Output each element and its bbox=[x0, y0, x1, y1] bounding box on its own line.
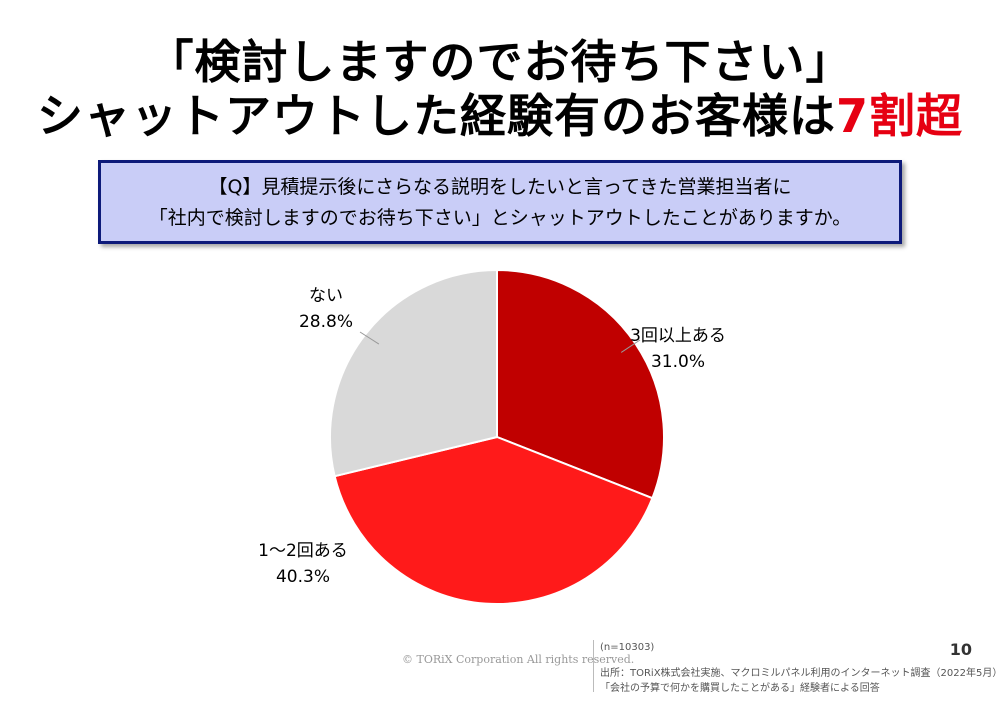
leader-line-0 bbox=[620, 339, 641, 353]
question-box: 【Q】見積提示後にさらなる説明をしたいと言ってきた営業担当者に 「社内で検討しま… bbox=[98, 160, 902, 244]
title-text: シャットアウトした経験有のお客様は bbox=[36, 89, 836, 143]
slice-label-0: 3回以上ある 31.0% bbox=[628, 323, 728, 375]
page-title-line1: 「検討しますのでお待ち下さい」 bbox=[147, 35, 853, 89]
slice-label-1: 1～2回ある 40.3% bbox=[248, 538, 358, 590]
source-line1: 出所：TORiX株式会社実施、マクロミルパネル利用のインターネット調査（2022… bbox=[600, 668, 1000, 679]
page-title-line2: シャットアウトした経験有のお客様は7割超 bbox=[0, 88, 1000, 144]
slice-label-1-name: 1～2回ある bbox=[258, 541, 348, 561]
page-number: 10 bbox=[949, 640, 972, 659]
slice-label-2-value: 28.8% bbox=[298, 312, 353, 332]
copyright: © TORiX Corporation All rights reserved. bbox=[402, 653, 635, 666]
footer-divider bbox=[593, 640, 594, 692]
question-line2: 「社内で検討しますのでお待ち下さい」とシャットアウトしたことがありますか。 bbox=[148, 207, 852, 229]
sample-size: (n=10303) bbox=[600, 642, 655, 653]
source-line2: 「会社の予算で何かを購買したことがある」経験者による回答 bbox=[600, 683, 880, 694]
slice-label-2-name: ない bbox=[309, 286, 343, 306]
slice-label-0-value: 31.0% bbox=[650, 352, 705, 372]
slice-label-1-value: 40.3% bbox=[275, 567, 330, 587]
leader-line-2 bbox=[359, 331, 380, 345]
slice-label-0-name: 3回以上ある bbox=[630, 326, 726, 346]
slice-label-2: ない 28.8% bbox=[286, 283, 366, 335]
title-highlight: 7割超 bbox=[835, 89, 963, 143]
pie-slice-2 bbox=[329, 268, 498, 478]
pie-slice-1 bbox=[333, 435, 654, 605]
question-line1: 【Q】見積提示後にさらなる説明をしたいと言ってきた営業担当者に bbox=[208, 176, 792, 198]
